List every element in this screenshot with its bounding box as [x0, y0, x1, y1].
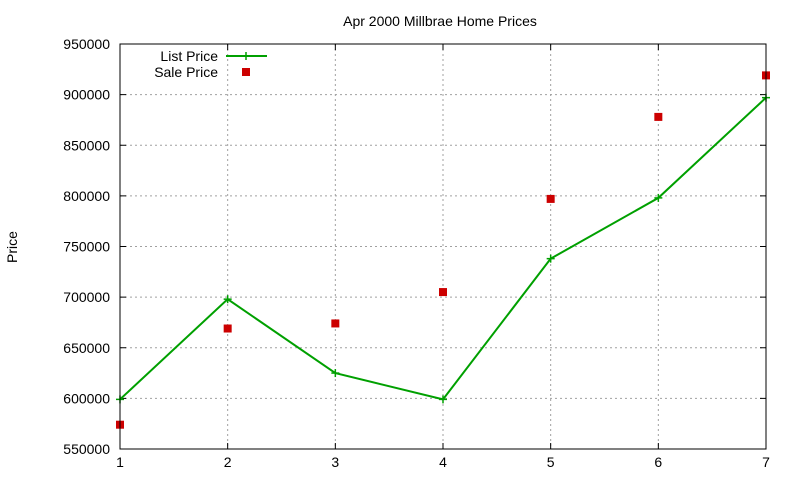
x-tick-label: 7	[762, 454, 770, 470]
data-point	[654, 112, 663, 121]
data-point	[223, 324, 232, 333]
y-tick-label: 750000	[63, 239, 110, 255]
chart-title: Apr 2000 Millbrae Home Prices	[343, 13, 537, 29]
y-tick-label: 950000	[63, 36, 110, 52]
y-tick-label: 700000	[63, 289, 110, 305]
y-tick-label: 550000	[63, 441, 110, 457]
x-axis-ticks: 1 2 3 4 5 6 7	[116, 44, 770, 470]
grid-lines	[120, 44, 766, 449]
legend-label: List Price	[160, 48, 218, 64]
legend-item-sale-price: Sale Price	[154, 64, 250, 80]
plot-frame	[119, 43, 767, 450]
data-point	[331, 319, 340, 328]
x-tick-label: 5	[547, 454, 555, 470]
y-tick-label: 900000	[63, 87, 110, 103]
y-tick-label: 800000	[63, 188, 110, 204]
y-axis-label: Price	[4, 231, 20, 263]
y-axis-ticks: 550000 600000 650000 700000 750000 800000 8500…	[63, 36, 766, 457]
legend-swatch-point	[242, 68, 250, 76]
x-tick-label: 1	[116, 454, 124, 470]
data-point	[331, 369, 340, 378]
legend-swatch-point	[242, 52, 250, 60]
data-point	[546, 194, 555, 203]
legend-label: Sale Price	[154, 64, 218, 80]
data-point	[654, 193, 663, 202]
data-point	[546, 254, 555, 263]
x-tick-label: 4	[439, 454, 447, 470]
data-point	[223, 295, 232, 304]
x-tick-label: 3	[331, 454, 339, 470]
legend-item-list-price: List Price	[160, 48, 267, 64]
x-tick-label: 2	[224, 454, 232, 470]
data-point	[439, 288, 447, 297]
x-tick-label: 6	[654, 454, 662, 470]
y-tick-label: 600000	[63, 390, 110, 406]
y-tick-label: 650000	[63, 340, 110, 356]
data-point	[439, 395, 447, 404]
y-tick-label: 850000	[63, 137, 110, 153]
